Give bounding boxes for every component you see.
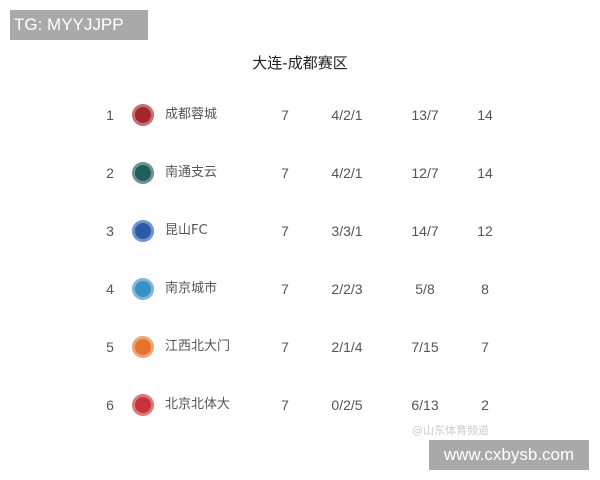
played: 7 xyxy=(281,165,289,181)
win-draw-loss: 2/1/4 xyxy=(331,339,363,355)
goals: 13/7 xyxy=(411,107,439,123)
team-logo-icon xyxy=(132,104,154,126)
rank: 4 xyxy=(106,281,114,297)
win-draw-loss: 4/2/1 xyxy=(331,165,363,181)
team-logo-icon xyxy=(132,220,154,242)
points: 8 xyxy=(481,281,489,297)
team-name: 北京北体大 xyxy=(165,397,231,412)
rank: 5 xyxy=(106,339,114,355)
table-row: 3 昆山FC 7 3/3/1 14/7 12 xyxy=(0,216,600,246)
table-row: 2 南通支云 7 4/2/1 12/7 14 xyxy=(0,158,600,188)
rank: 2 xyxy=(106,165,114,181)
goals: 6/13 xyxy=(411,397,439,413)
goals: 12/7 xyxy=(411,165,439,181)
played: 7 xyxy=(281,397,289,413)
rank: 3 xyxy=(106,223,114,239)
team-name: 江西北大门 xyxy=(165,339,231,354)
team-logo-icon xyxy=(132,394,154,416)
played: 7 xyxy=(281,281,289,297)
team-name: 南通支云 xyxy=(165,165,218,180)
team-name: 昆山FC xyxy=(165,223,208,238)
points: 7 xyxy=(481,339,489,355)
points: 12 xyxy=(477,223,493,239)
win-draw-loss: 2/2/3 xyxy=(331,281,363,297)
team-logo-icon xyxy=(132,162,154,184)
played: 7 xyxy=(281,339,289,355)
played: 7 xyxy=(281,223,289,239)
source-watermark: @山东体育频道 xyxy=(412,424,489,437)
points: 2 xyxy=(481,397,489,413)
win-draw-loss: 0/2/5 xyxy=(331,397,363,413)
team-logo-icon xyxy=(132,278,154,300)
points: 14 xyxy=(477,165,493,181)
played: 7 xyxy=(281,107,289,123)
goals: 7/15 xyxy=(411,339,439,355)
rank: 1 xyxy=(106,107,114,123)
table-row: 4 南京城市 7 2/2/3 5/8 8 xyxy=(0,274,600,304)
goals: 5/8 xyxy=(415,281,435,297)
team-logo-icon xyxy=(132,336,154,358)
win-draw-loss: 3/3/1 xyxy=(331,223,363,239)
table-row: 1 成都蓉城 7 4/2/1 13/7 14 xyxy=(0,100,600,130)
page-title: 大连-成都赛区 xyxy=(252,54,348,72)
table-row: 6 北京北体大 7 0/2/5 6/13 2 xyxy=(0,390,600,420)
goals: 14/7 xyxy=(411,223,439,239)
team-name: 成都蓉城 xyxy=(165,107,218,122)
site-watermark: www.cxbysb.com xyxy=(429,440,589,470)
win-draw-loss: 4/2/1 xyxy=(331,107,363,123)
table-row: 5 江西北大门 7 2/1/4 7/15 7 xyxy=(0,332,600,362)
rank: 6 xyxy=(106,397,114,413)
team-name: 南京城市 xyxy=(165,281,218,296)
watermark-tag: TG: MYYJJPP xyxy=(10,10,148,40)
points: 14 xyxy=(477,107,493,123)
